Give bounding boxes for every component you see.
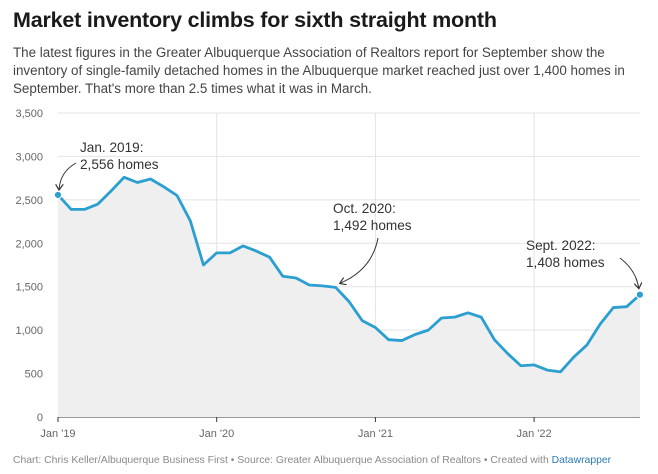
annotation-arrow	[59, 162, 77, 190]
series-line	[56, 175, 642, 374]
annotation-arrow	[340, 237, 379, 283]
data-point-marker	[53, 190, 63, 200]
y-tick-label: 3,000	[15, 151, 43, 163]
annotation-arrow	[619, 257, 639, 289]
x-tick-label: Jan '21	[358, 428, 393, 440]
y-tick-label: 3,500	[15, 108, 43, 120]
x-tick-label: Jan '22	[517, 428, 552, 440]
chart-title: Market inventory climbs for sixth straig…	[13, 8, 497, 32]
footer-credits: Chart: Chris Keller/Albuquerque Business…	[13, 455, 552, 466]
annotation-value: 1,492 homes	[333, 218, 412, 233]
x-tick-label: Jan '19	[40, 428, 75, 440]
annotation-label: Sept. 2022:	[526, 238, 596, 253]
y-tick-label: 1,500	[15, 282, 43, 294]
annotation-value: 2,556 homes	[80, 157, 159, 172]
annotation-value: 1,408 homes	[526, 255, 605, 270]
y-tick-label: 500	[25, 369, 43, 381]
datawrapper-link[interactable]: Datawrapper	[551, 455, 612, 466]
annotation-label: Jan. 2019:	[80, 140, 144, 155]
chart-footer: Chart: Chris Keller/Albuquerque Business…	[13, 455, 611, 466]
series-area	[58, 177, 640, 417]
y-tick-label: 2,500	[15, 195, 43, 207]
chart-description: The latest figures in the Greater Albuqu…	[13, 45, 625, 96]
y-tick-label: 1,000	[15, 325, 43, 337]
data-point-marker	[635, 290, 645, 299]
y-tick-label: 0	[37, 412, 43, 424]
y-tick-label: 2,000	[15, 238, 43, 250]
annotation-label: Oct. 2020:	[333, 201, 396, 216]
x-tick-label: Jan '20	[199, 428, 234, 440]
